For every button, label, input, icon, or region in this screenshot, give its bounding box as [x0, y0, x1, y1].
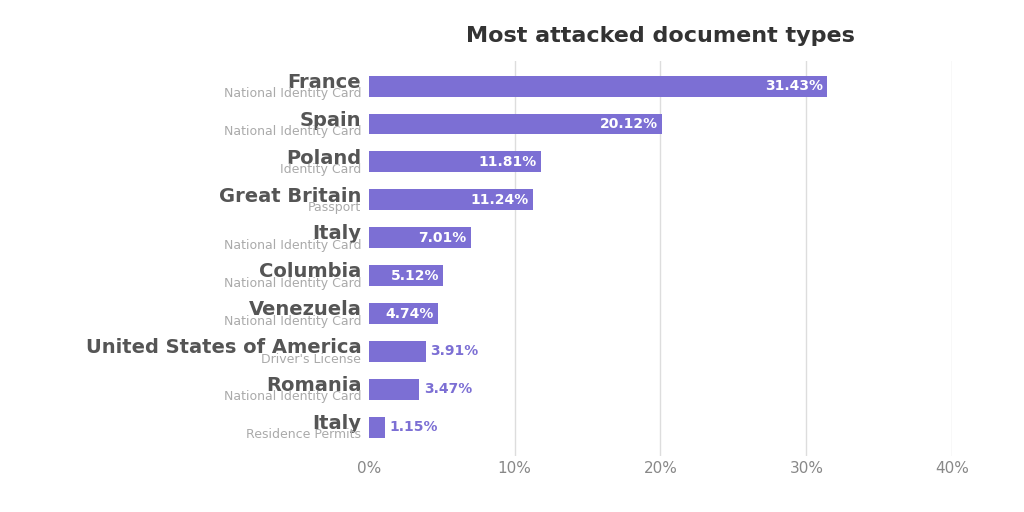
Text: National Identity Card: National Identity Card: [224, 87, 361, 100]
Text: 4.74%: 4.74%: [385, 307, 433, 321]
Text: Identity Card: Identity Card: [281, 163, 361, 176]
Bar: [369, 189, 532, 210]
Text: 1.15%: 1.15%: [390, 420, 438, 434]
Bar: [369, 76, 827, 96]
Bar: [369, 341, 426, 362]
Text: Residence Permits: Residence Permits: [247, 429, 361, 441]
Text: Poland: Poland: [287, 148, 361, 167]
Text: National Identity Card: National Identity Card: [224, 239, 361, 252]
Text: National Identity Card: National Identity Card: [224, 391, 361, 403]
Bar: [369, 265, 443, 286]
Text: United States of America: United States of America: [86, 338, 361, 357]
Text: Great Britain: Great Britain: [219, 186, 361, 205]
Bar: [369, 379, 419, 400]
Bar: [369, 303, 438, 324]
Title: Most attacked document types: Most attacked document types: [466, 26, 855, 46]
Text: 5.12%: 5.12%: [390, 269, 439, 283]
Text: Columbia: Columbia: [259, 262, 361, 281]
Bar: [369, 227, 471, 248]
Text: Driver's License: Driver's License: [261, 353, 361, 366]
Text: 3.47%: 3.47%: [424, 382, 472, 396]
Bar: [369, 417, 385, 438]
Text: National Identity Card: National Identity Card: [224, 276, 361, 290]
Text: 11.24%: 11.24%: [470, 193, 528, 207]
Text: National Identity Card: National Identity Card: [224, 314, 361, 328]
Text: 20.12%: 20.12%: [600, 117, 657, 131]
Text: 31.43%: 31.43%: [765, 79, 823, 93]
Bar: [369, 114, 663, 135]
Text: France: France: [288, 73, 361, 92]
Text: 7.01%: 7.01%: [418, 231, 467, 245]
Text: Passport: Passport: [308, 201, 361, 214]
Text: Spain: Spain: [300, 111, 361, 130]
Text: National Identity Card: National Identity Card: [224, 125, 361, 138]
Text: Venezuela: Venezuela: [249, 300, 361, 319]
Text: 11.81%: 11.81%: [478, 155, 537, 169]
Text: Italy: Italy: [312, 224, 361, 243]
Bar: [369, 152, 541, 173]
Text: 3.91%: 3.91%: [430, 345, 478, 358]
Text: Romania: Romania: [266, 376, 361, 395]
Text: Italy: Italy: [312, 414, 361, 433]
